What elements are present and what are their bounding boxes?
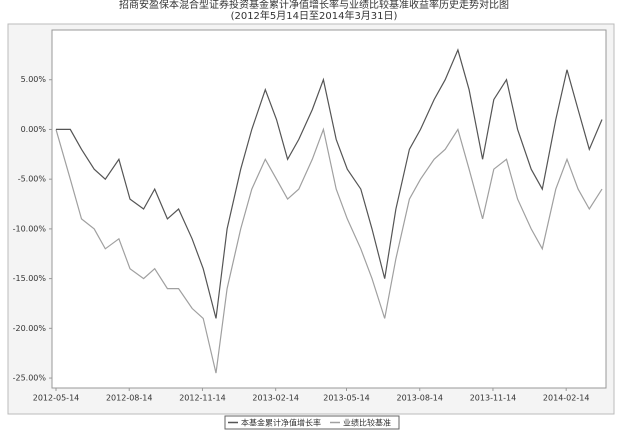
x-tick-label: 2013-08-14 <box>396 394 443 403</box>
y-tick-label: -10.00% <box>13 224 47 233</box>
series-line <box>56 48 603 319</box>
x-tick-label: 2014-02-14 <box>543 394 590 403</box>
y-tick-label: -25.00% <box>13 374 47 383</box>
y-tick-label: 0.00% <box>21 125 47 134</box>
y-tick-label: 5.00% <box>21 75 47 84</box>
legend-box <box>224 415 400 430</box>
x-tick-label: 2012-11-14 <box>179 394 226 403</box>
x-tick-label: 2013-11-14 <box>470 394 517 403</box>
x-tick-label: 2012-05-14 <box>33 394 80 403</box>
x-tick-label: 2013-02-14 <box>252 394 299 403</box>
legend-label: 本基金累计净值增长率 <box>241 418 321 428</box>
y-tick-label: -5.00% <box>18 175 47 184</box>
y-tick-label: -15.00% <box>13 274 47 283</box>
series-line <box>55 127 603 374</box>
legend-label: 业绩比较基准 <box>343 418 391 428</box>
y-tick-label: -20.00% <box>13 324 47 333</box>
plot-area <box>51 29 607 389</box>
chart-title: 招商安盈保本混合型证券投资基金累计净值增长率与业绩比较基准收益率历史走势对比图 <box>119 0 509 11</box>
x-tick-label: 2012-08-14 <box>106 394 153 403</box>
chart-subtitle: (2012年5月14日至2014年3月31日) <box>231 9 398 22</box>
x-tick-label: 2013-05-14 <box>323 394 370 403</box>
